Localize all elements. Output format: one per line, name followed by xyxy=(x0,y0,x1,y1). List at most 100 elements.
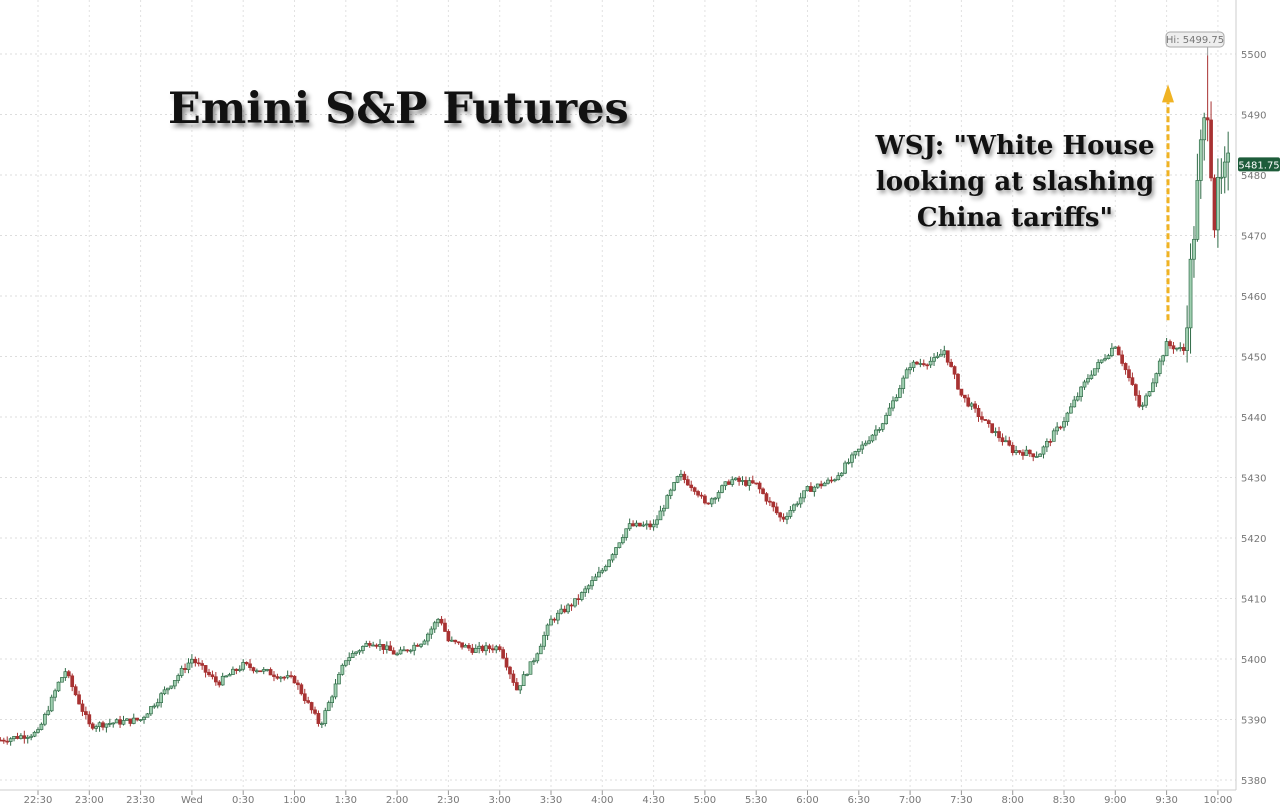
candle-body xyxy=(149,706,153,715)
candle-body xyxy=(829,479,834,482)
candle-body xyxy=(802,490,806,499)
candle-body xyxy=(514,682,519,691)
y-tick-label: 5380 xyxy=(1241,776,1266,787)
candle-body xyxy=(272,674,276,677)
grid xyxy=(0,0,1236,790)
candle-body xyxy=(1226,152,1231,163)
candle-body xyxy=(624,528,629,538)
candle-body xyxy=(518,685,523,691)
y-tick-label: 5480 xyxy=(1241,171,1266,182)
candle-body xyxy=(709,498,714,505)
candle-body xyxy=(46,710,51,715)
candle-body xyxy=(196,662,201,665)
candle-body xyxy=(863,442,868,446)
candle-body xyxy=(268,669,273,676)
candle-body xyxy=(976,407,981,417)
candle-body xyxy=(19,735,23,739)
candle-body xyxy=(1055,426,1060,432)
candle-body xyxy=(473,648,478,653)
candle-body xyxy=(1051,430,1056,442)
candle-body xyxy=(791,504,796,511)
candle-body xyxy=(833,479,837,482)
candle-body xyxy=(552,618,557,621)
candle-body xyxy=(432,622,437,630)
candle-body xyxy=(685,479,690,486)
arrow-head-icon xyxy=(1162,84,1174,103)
candle-body xyxy=(1014,450,1018,453)
candle-body xyxy=(49,696,54,712)
candle-body xyxy=(169,685,174,689)
candle-body xyxy=(579,592,584,600)
candle-body xyxy=(193,658,198,664)
candle-body xyxy=(145,713,150,718)
candle-body xyxy=(449,639,454,642)
candle-body xyxy=(538,645,543,655)
x-tick-label: 6:30 xyxy=(848,795,870,806)
candle-body xyxy=(812,486,817,492)
candle-body xyxy=(1113,346,1118,349)
candle-body xyxy=(224,675,228,678)
candle-body xyxy=(569,604,574,607)
candle-body xyxy=(36,729,40,733)
candle-body xyxy=(788,510,793,517)
candle-body xyxy=(634,522,639,527)
candle-body xyxy=(436,618,440,624)
candle-body xyxy=(1027,449,1032,455)
candle-body xyxy=(426,633,430,642)
candle-body xyxy=(723,481,728,487)
candle-body xyxy=(87,714,92,725)
annotation-line: WSJ: "White House xyxy=(875,131,1155,161)
candle-body xyxy=(350,653,355,658)
candle-body xyxy=(956,373,960,390)
candle-body xyxy=(22,735,27,739)
candle-body xyxy=(1161,355,1166,362)
candle-body xyxy=(285,675,290,678)
candle-body xyxy=(1137,395,1142,407)
candle-body xyxy=(641,524,646,527)
candle-body xyxy=(1106,355,1111,359)
x-tick-label: 3:30 xyxy=(540,795,562,806)
candle-body xyxy=(367,643,372,646)
candle-body xyxy=(867,440,871,444)
candle-body xyxy=(1062,421,1066,428)
candle-body xyxy=(1216,176,1220,231)
candle-body xyxy=(5,740,10,743)
candle-body xyxy=(138,719,143,721)
candle-body xyxy=(1086,378,1090,383)
candle-body xyxy=(241,661,246,670)
x-tick-label: 22:30 xyxy=(24,795,53,806)
candle-body xyxy=(484,645,488,652)
candle-body xyxy=(716,492,721,499)
candle-body xyxy=(1178,347,1183,349)
candle-body xyxy=(73,686,78,696)
candle-body xyxy=(1031,453,1036,458)
candle-body xyxy=(12,736,16,740)
candle-body xyxy=(969,403,974,407)
candle-body xyxy=(600,569,605,573)
candle-body xyxy=(213,676,218,683)
candle-body xyxy=(549,618,553,626)
candle-body xyxy=(1188,258,1193,329)
candle-body xyxy=(1079,386,1083,397)
candle-body xyxy=(980,416,984,420)
candle-body xyxy=(244,661,249,665)
x-tick-label: 8:30 xyxy=(1053,795,1075,806)
candle-body xyxy=(323,710,328,724)
candle-body xyxy=(1024,449,1029,456)
candle-body xyxy=(391,650,396,655)
candle-body xyxy=(511,673,516,683)
y-tick-label: 5430 xyxy=(1241,474,1266,485)
x-tick-label: 1:30 xyxy=(335,795,357,806)
candle-body xyxy=(528,661,533,675)
candle-body xyxy=(706,502,711,505)
candle-body xyxy=(856,448,861,452)
candle-body xyxy=(172,680,177,687)
candle-body xyxy=(456,641,461,644)
candle-body xyxy=(15,736,20,739)
candle-body xyxy=(1130,377,1135,385)
candle-body xyxy=(320,723,324,725)
candle-body xyxy=(733,477,738,481)
candle-body xyxy=(891,400,895,409)
x-tick-label: Wed xyxy=(181,795,203,806)
candle-body xyxy=(1181,347,1186,351)
